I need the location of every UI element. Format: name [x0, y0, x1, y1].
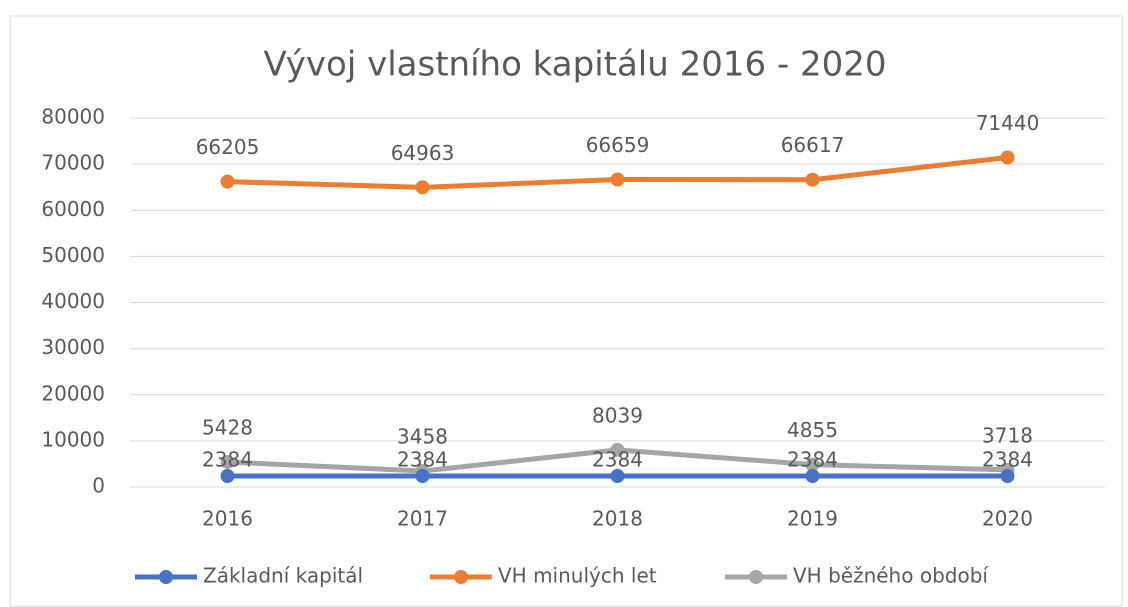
legend-marker — [749, 570, 763, 584]
y-tick-label: 60000 — [41, 197, 105, 221]
x-tick-label: 2020 — [982, 507, 1033, 531]
chart-title: Vývoj vlastního kapitálu 2016 - 2020 — [263, 45, 886, 85]
data-label: 2384 — [397, 448, 448, 472]
data-point — [415, 180, 430, 195]
y-tick-label: 70000 — [41, 151, 105, 175]
data-label: 3718 — [982, 423, 1033, 447]
chart-frame — [9, 15, 1123, 607]
data-point — [1000, 469, 1015, 484]
data-point — [805, 469, 820, 484]
y-tick-label: 80000 — [41, 105, 105, 129]
data-label: 4855 — [787, 418, 838, 442]
x-tick-label: 2016 — [202, 507, 253, 531]
data-label: 66205 — [196, 135, 260, 159]
legend-label: VH minulých let — [498, 564, 657, 588]
data-label: 3458 — [397, 425, 448, 449]
data-label: 66659 — [586, 133, 650, 157]
data-label: 2384 — [202, 448, 253, 472]
data-point — [610, 172, 625, 187]
data-point — [1000, 150, 1015, 165]
legend-marker — [159, 570, 173, 584]
data-label: 2384 — [787, 448, 838, 472]
data-label: 5428 — [202, 415, 253, 439]
data-label: 64963 — [391, 141, 455, 165]
data-label: 8039 — [592, 403, 643, 427]
data-point — [220, 174, 235, 189]
data-label: 71440 — [976, 111, 1040, 135]
y-tick-label: 0 — [92, 474, 105, 498]
data-label: 66617 — [781, 133, 845, 157]
y-tick-label: 30000 — [41, 335, 105, 359]
legend-marker — [454, 570, 468, 584]
y-tick-label: 20000 — [41, 381, 105, 405]
data-point — [805, 457, 820, 472]
legend-label: VH běžného období — [793, 564, 989, 588]
x-tick-label: 2019 — [787, 507, 838, 531]
x-tick-label: 2017 — [397, 507, 448, 531]
legend-label: Základní kapitál — [203, 564, 363, 588]
data-point — [610, 469, 625, 484]
data-label: 2384 — [592, 448, 643, 472]
data-point — [415, 469, 430, 484]
x-tick-label: 2018 — [592, 507, 643, 531]
data-point — [805, 172, 820, 187]
y-tick-label: 40000 — [41, 289, 105, 313]
data-label: 2384 — [982, 448, 1033, 472]
y-tick-label: 50000 — [41, 243, 105, 267]
data-point — [610, 442, 625, 457]
y-tick-label: 10000 — [41, 427, 105, 451]
data-point — [220, 469, 235, 484]
data-point — [220, 454, 235, 469]
